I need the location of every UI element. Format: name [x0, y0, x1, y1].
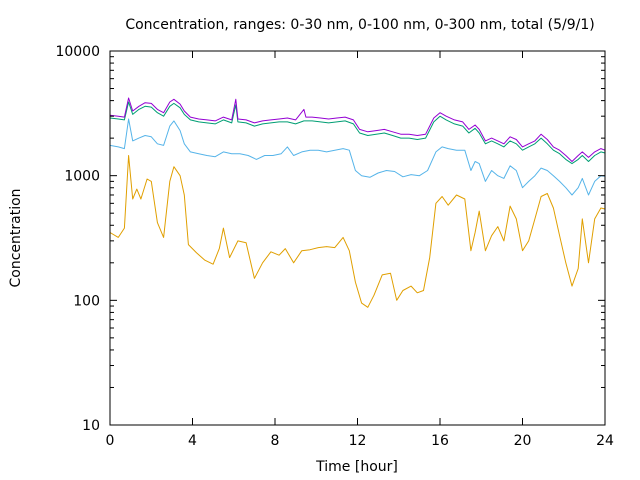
- x-tick-label: 12: [349, 433, 367, 449]
- y-tick-label: 1000: [64, 169, 100, 185]
- series-line-0: [109, 155, 606, 308]
- series-layer: [109, 97, 606, 308]
- series-line-1: [109, 118, 606, 196]
- y-tick-label: 100: [73, 293, 100, 309]
- plot-frame: [109, 50, 606, 426]
- x-tick-label: 20: [514, 433, 532, 449]
- x-axis-label: Time [hour]: [315, 459, 398, 475]
- x-tick-label: 8: [271, 433, 280, 449]
- chart-title: Concentration, ranges: 0-30 nm, 0-100 nm…: [125, 17, 594, 33]
- y-tick-label: 10: [82, 418, 100, 434]
- x-tick-label: 0: [106, 433, 115, 449]
- x-tick-label: 16: [431, 433, 449, 449]
- x-tick-label: 24: [596, 433, 614, 449]
- y-axis-label: Concentration: [8, 188, 24, 287]
- y-tick-label: 10000: [55, 44, 100, 60]
- series-line-3: [109, 97, 606, 162]
- x-tick-label: 4: [188, 433, 197, 449]
- series-line-2: [109, 101, 606, 165]
- y-axis: 10 100 1000 10000: [55, 44, 605, 434]
